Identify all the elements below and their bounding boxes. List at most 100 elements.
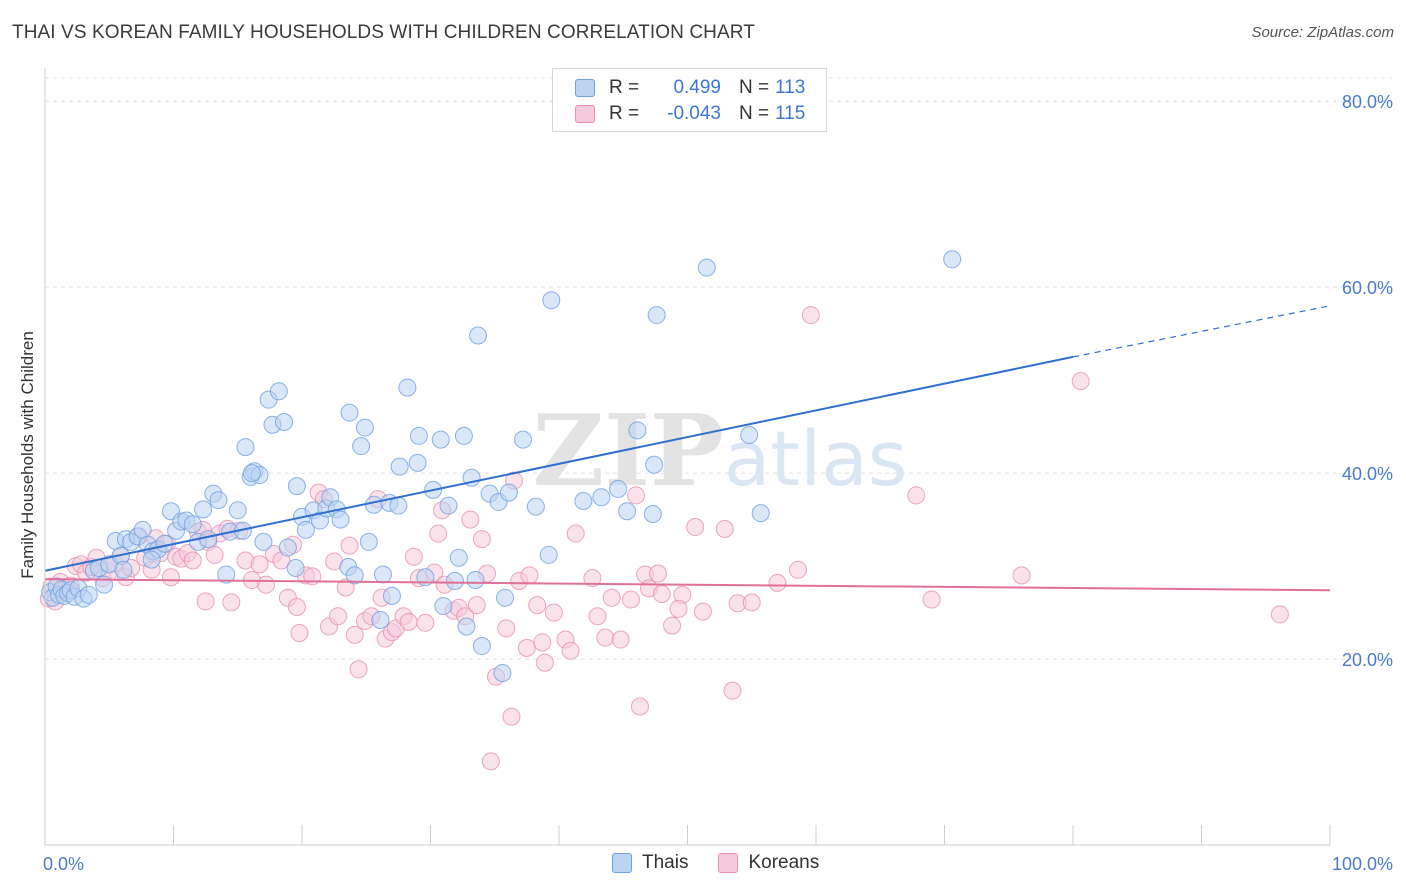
x-tick-label: 100.0% [1332, 854, 1393, 874]
thai-point [373, 565, 392, 584]
korean-point [290, 624, 309, 643]
korean-point [520, 566, 539, 585]
korean-point [611, 630, 630, 649]
thai-point [496, 588, 515, 607]
korean-point [257, 575, 276, 594]
korean-point [602, 588, 621, 607]
thai-point [390, 457, 409, 476]
korean-point [481, 752, 500, 771]
korean-point [502, 707, 521, 726]
korean-point [533, 633, 552, 652]
korean-point [648, 564, 667, 583]
thai-point [194, 500, 213, 519]
thai-point [434, 597, 453, 616]
korean-point [596, 628, 615, 647]
korean-point [205, 545, 224, 564]
korean-point [630, 697, 649, 716]
thai-point [242, 464, 261, 483]
thai-point [493, 664, 512, 683]
korean-point [652, 584, 671, 603]
thai-point [697, 258, 716, 277]
korean-point [663, 616, 682, 635]
thai-point [352, 437, 371, 456]
thais-trend-line [44, 355, 1074, 572]
thai-point [439, 496, 458, 515]
thai-point [609, 479, 628, 498]
y-axis-label: Family Households with Children [18, 331, 37, 579]
x-tick-label: 0.0% [43, 854, 84, 874]
korean-point [566, 524, 585, 543]
korean-point [544, 603, 563, 622]
korean-point [742, 593, 761, 612]
korean-point [250, 555, 269, 574]
thai-point [79, 585, 98, 604]
korean-point [349, 660, 368, 679]
thai-point [286, 558, 305, 577]
thai-point [645, 455, 664, 474]
korean-point [922, 590, 941, 609]
korean-point [1012, 566, 1031, 585]
thai-point [449, 548, 468, 567]
korean-point [416, 613, 435, 632]
thai-point [296, 520, 315, 539]
y-tick-label: 20.0% [1342, 650, 1393, 670]
thai-point [228, 501, 247, 520]
korean-point [669, 599, 688, 618]
legend-item-koreans: Koreans [718, 852, 819, 874]
korean-point [1270, 605, 1289, 624]
r-value: 0.499 [673, 77, 721, 98]
thai-point [398, 378, 417, 397]
thai-point [409, 426, 428, 445]
korean-point [715, 519, 734, 538]
watermark: ZIPatlas [533, 394, 908, 509]
thai-point [142, 550, 161, 569]
korean-point [161, 568, 180, 587]
thai-point [740, 426, 759, 445]
korean-point [404, 547, 423, 566]
trend-lines [44, 305, 1331, 592]
korean-point [345, 625, 364, 644]
thai-point [275, 412, 294, 431]
koreans-legend-swatch [718, 853, 739, 873]
koreans-swatch [575, 105, 595, 123]
thai-point [542, 291, 561, 310]
thais-trend-extension [1072, 305, 1331, 358]
thai-point [359, 532, 378, 551]
y-tick-label: 60.0% [1342, 278, 1393, 298]
thai-point [389, 496, 408, 515]
n-value: 113 [775, 77, 806, 98]
thai-point [199, 530, 218, 549]
thai-point [114, 560, 133, 579]
thai-point [592, 488, 611, 507]
thai-point [382, 586, 401, 605]
thai-point [408, 453, 427, 472]
thai-point [278, 538, 297, 557]
korean-point [627, 486, 646, 505]
thai-point [183, 515, 202, 534]
korean-point [340, 536, 359, 555]
korean-point [429, 524, 448, 543]
thais-swatch [575, 79, 595, 97]
korean-point [399, 612, 418, 631]
korean-point [461, 510, 480, 529]
thai-point [355, 418, 374, 437]
korean-point [467, 596, 486, 615]
n-label: N = [739, 77, 770, 98]
thai-point [371, 611, 390, 630]
source-label: Source: ZipAtlas.com [1251, 24, 1394, 41]
thai-point [287, 477, 306, 496]
thai-point [209, 491, 228, 510]
korean-point [588, 607, 607, 626]
thai-point [445, 571, 464, 590]
korean-point [517, 638, 536, 657]
r-value: -0.043 [667, 103, 721, 124]
korean-point [907, 486, 926, 505]
thai-point [643, 505, 662, 524]
korean-point [621, 590, 640, 609]
korean-point [723, 681, 742, 700]
thai-point [431, 430, 450, 449]
watermark-zip: ZIP [533, 394, 724, 509]
thai-point [647, 306, 666, 325]
correlation-legend: R = 0.499 N = 113 R = -0.043 N = 115 [552, 68, 827, 132]
